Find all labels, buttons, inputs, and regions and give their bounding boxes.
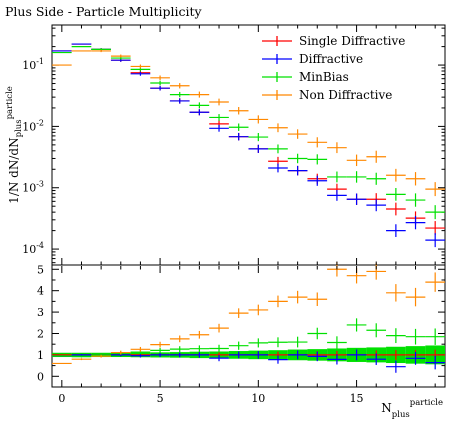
ratio-y-tick-label: 1	[37, 349, 44, 362]
ratio-y-tick-label: 3	[37, 306, 44, 319]
main-y-axis: 10-1 10-2 10-3 10-4	[22, 27, 445, 264]
main-y-tick-label: 10-4	[22, 241, 44, 256]
x-tick-label: 5	[157, 392, 164, 405]
main-y-tick-label: 10-2	[22, 118, 44, 133]
legend-label: Non Diffractive	[299, 88, 392, 102]
x-axis: 0 5 10 15	[58, 25, 436, 405]
x-tick-label: 15	[350, 392, 364, 405]
legend-label: Diffractive	[299, 52, 363, 66]
ratio-y-tick-label: 2	[37, 327, 44, 340]
chart-title: Plus Side - Particle Multiplicity	[5, 4, 203, 19]
ratio-y-tick-label: 0	[37, 370, 44, 383]
x-axis-label: Nplusparticle	[381, 398, 443, 420]
x-tick-label: 0	[58, 392, 65, 405]
ratio-y-tick-label: 4	[37, 285, 44, 298]
legend-label: MinBias	[299, 70, 349, 84]
x-tick-label: 10	[251, 392, 265, 405]
ratio-plot-frame	[51, 264, 446, 388]
ratio-y-tick-label: 5	[37, 263, 44, 276]
ratio-y-axis: 0 1 2 3 4 5	[37, 263, 445, 388]
legend: Single Diffractive Diffractive MinBias Non …	[262, 34, 405, 102]
main-plot-frame	[51, 24, 446, 266]
main-plot-series	[52, 43, 445, 248]
legend-label: Single Diffractive	[299, 34, 405, 48]
main-y-tick-label: 10-3	[22, 180, 44, 195]
ratio-plot-series	[52, 262, 445, 373]
main-y-tick-label: 10-1	[22, 57, 44, 72]
y-axis-label: 1/N dN/dNplusparticle	[5, 86, 24, 204]
